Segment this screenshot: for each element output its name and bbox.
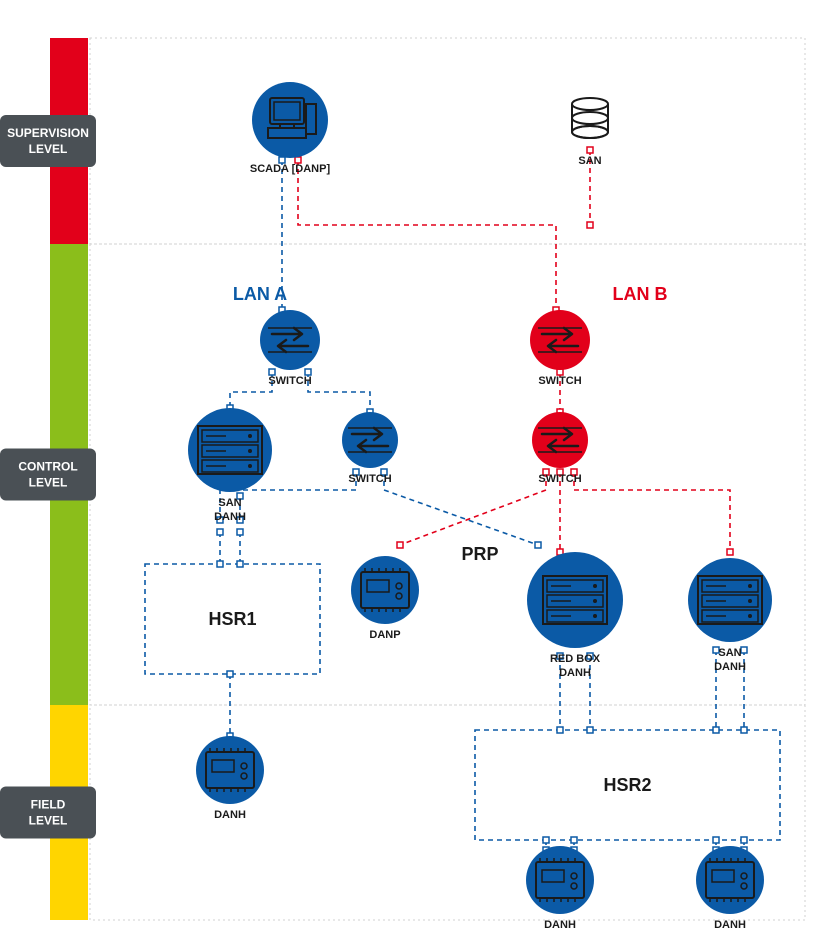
node-label-danh_b1: DANH bbox=[544, 919, 576, 931]
node-danp: DANP bbox=[351, 556, 419, 641]
node-sw_a1: SWITCH bbox=[260, 310, 320, 387]
level-tag-control bbox=[0, 449, 96, 501]
node-san_top: SAN bbox=[572, 98, 608, 167]
link-4 bbox=[308, 372, 370, 412]
level-tag-label1-field: FIELD bbox=[31, 798, 66, 812]
node-label2-san_danh_l: DANH bbox=[214, 511, 246, 523]
node-label-sw_b2: SWITCH bbox=[538, 473, 581, 485]
port-square bbox=[713, 727, 719, 733]
node-label-danh_l: DANH bbox=[214, 809, 246, 821]
level-tag-field bbox=[0, 787, 96, 839]
port-square bbox=[237, 561, 243, 567]
link-8 bbox=[400, 472, 546, 545]
link-10 bbox=[574, 472, 730, 552]
node-label-danp: DANP bbox=[369, 629, 400, 641]
port-square bbox=[217, 529, 223, 535]
node-scada: SCADA [DANP] bbox=[250, 82, 331, 175]
node-sw_a2: SWITCH bbox=[342, 412, 398, 485]
node-label1-san_danh_l: SAN bbox=[218, 497, 241, 509]
node-label-scada: SCADA [DANP] bbox=[250, 163, 331, 175]
port-square bbox=[587, 727, 593, 733]
link-7 bbox=[384, 472, 538, 545]
port-square bbox=[741, 837, 747, 843]
node-label-sw_a1: SWITCH bbox=[268, 375, 311, 387]
port-square bbox=[535, 542, 541, 548]
port-square bbox=[397, 542, 403, 548]
node-danh_b2: DANH bbox=[696, 846, 764, 931]
port-square bbox=[217, 561, 223, 567]
node-label-sw_a2: SWITCH bbox=[348, 473, 391, 485]
port-square bbox=[543, 837, 549, 843]
level-row-supervision bbox=[90, 38, 805, 244]
level-tag-label2-supervision: LEVEL bbox=[29, 142, 68, 156]
link-1 bbox=[298, 160, 556, 310]
lan-label-1: LAN B bbox=[613, 284, 668, 304]
port-square bbox=[587, 147, 593, 153]
hsr-label-hsr1: HSR1 bbox=[208, 609, 256, 629]
node-label1-san_danh_r: SAN bbox=[718, 647, 741, 659]
node-label-danh_b2: DANH bbox=[714, 919, 746, 931]
port-square bbox=[741, 727, 747, 733]
node-redbox: RED BOX DANH bbox=[527, 552, 623, 679]
node-label-sw_b1: SWITCH bbox=[538, 375, 581, 387]
hsr-label-hsr2: HSR2 bbox=[603, 775, 651, 795]
node-danh_b1: DANH bbox=[526, 846, 594, 931]
port-square bbox=[741, 647, 747, 653]
node-sw_b1: SWITCH bbox=[530, 310, 590, 387]
port-square bbox=[557, 727, 563, 733]
node-danh_l: DANH bbox=[196, 736, 264, 821]
port-square bbox=[713, 837, 719, 843]
level-tag-label1-supervision: SUPERVISION bbox=[7, 126, 89, 140]
nodes-layer: SCADA [DANP] SAN SWITCH SWITCH SWITCH SWITCH S… bbox=[188, 82, 772, 931]
node-label1-redbox: RED BOX bbox=[550, 653, 601, 665]
link-3 bbox=[230, 372, 272, 408]
port-square bbox=[571, 837, 577, 843]
prp-label: PRP bbox=[461, 544, 498, 564]
node-label2-redbox: DANH bbox=[559, 667, 591, 679]
port-square bbox=[237, 529, 243, 535]
level-tag-label2-control: LEVEL bbox=[29, 476, 68, 490]
node-sw_b2: SWITCH bbox=[532, 412, 588, 485]
port-square bbox=[587, 222, 593, 228]
lan-label-0: LAN A bbox=[233, 284, 287, 304]
level-tag-label1-control: CONTROL bbox=[18, 460, 77, 474]
node-san_danh_r: SAN DANH bbox=[688, 558, 772, 673]
node-san_danh_l: SAN DANH bbox=[188, 408, 272, 523]
level-tag-supervision bbox=[0, 115, 96, 167]
node-label-san_top: SAN bbox=[578, 155, 601, 167]
links-layer bbox=[217, 147, 747, 853]
level-tag-label2-field: LEVEL bbox=[29, 814, 68, 828]
port-square bbox=[727, 549, 733, 555]
port-square bbox=[227, 671, 233, 677]
node-label2-san_danh_r: DANH bbox=[714, 661, 746, 673]
